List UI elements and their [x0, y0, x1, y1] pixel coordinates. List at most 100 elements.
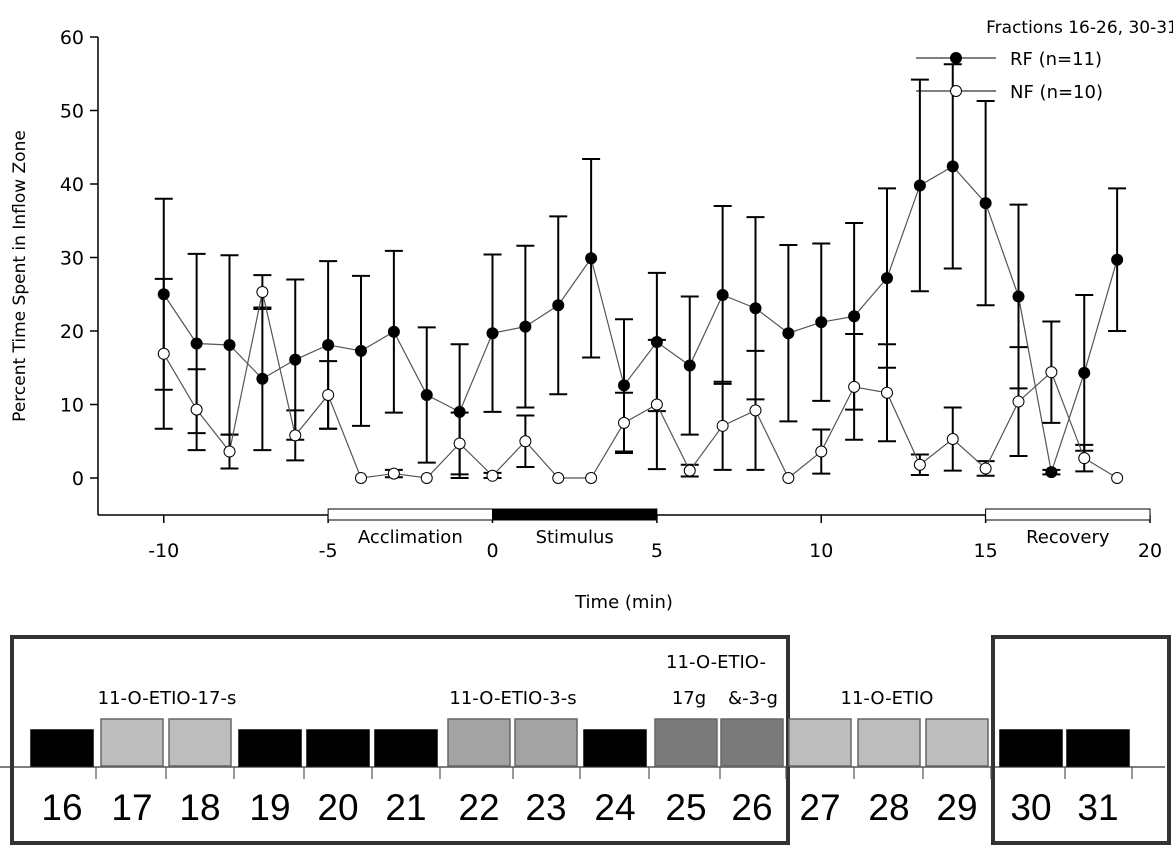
data-point: [881, 272, 893, 285]
phase-bar-stimulus: [492, 508, 658, 521]
series-rf: [154, 63, 1127, 479]
data-point: [355, 344, 367, 357]
fraction-label-etio-prefix: 11-O-ETIO-: [666, 652, 766, 673]
data-point: [552, 472, 565, 484]
fraction-number-20: 20: [317, 787, 358, 828]
phase-label-acclimation: Acclimation: [358, 527, 463, 548]
fraction-diagram: 16 17 18 19 20 21 22 23 24 25 26 27 28 29 30 31 11-O-ET…: [0, 635, 1171, 845]
data-point: [1012, 395, 1025, 408]
x-tick-label: 0: [486, 540, 498, 562]
data-point: [618, 379, 630, 392]
series-nf: [154, 274, 1124, 484]
data-point: [946, 433, 959, 446]
data-point: [190, 337, 203, 350]
data-point: [190, 403, 203, 416]
fraction-number-29: 29: [936, 787, 977, 828]
x-tick-label: 20: [1138, 540, 1162, 562]
fraction-cell-24: [583, 729, 647, 767]
data-point: [1045, 466, 1058, 479]
data-point: [618, 416, 630, 429]
data-point: [322, 338, 335, 351]
legend: Fractions 16-26, 30-31 RF (n=11) NF (n=1…: [916, 18, 1173, 103]
fraction-cell-20: [306, 729, 370, 767]
line-chart: 0 10 20 30 40 50 60 -10 -5 0 5 10 15 20 Percent Time…: [10, 18, 1173, 613]
y-ticks: 0 10 20 30 40 50 60: [60, 27, 98, 490]
fraction-label-3g: &-3-g: [728, 688, 778, 709]
legend-title: Fractions 16-26, 30-31: [986, 18, 1173, 38]
fraction-cell-23: [514, 718, 578, 767]
data-point: [387, 325, 400, 338]
data-point: [552, 299, 565, 312]
series-layer: [154, 63, 1127, 484]
data-point: [585, 472, 598, 484]
data-point: [1078, 366, 1091, 379]
data-point: [223, 338, 236, 351]
data-point: [322, 388, 335, 401]
data-point: [815, 316, 828, 329]
fraction-cell-17: [100, 718, 164, 767]
fraction-cell-22: [447, 718, 511, 767]
fraction-cell-19: [238, 729, 302, 767]
fraction-cell-27: [788, 718, 852, 767]
data-point: [848, 310, 861, 323]
x-ticks: -10 -5 0 5 10 15 20: [148, 515, 1162, 562]
data-point: [289, 429, 302, 442]
phase-bars: Acclimation Stimulus Recovery: [327, 508, 1151, 548]
y-tick-label: 10: [60, 395, 84, 417]
data-point: [453, 437, 466, 450]
y-tick-label: 20: [60, 321, 84, 343]
fraction-number-22: 22: [458, 787, 499, 828]
y-tick-label: 0: [72, 468, 84, 490]
data-point: [913, 179, 926, 192]
fraction-group-box-16-26: [10, 635, 790, 845]
x-tick-label: 5: [651, 540, 663, 562]
fraction-number-18: 18: [179, 787, 220, 828]
data-point: [256, 372, 269, 385]
data-point: [749, 404, 762, 417]
data-point: [815, 445, 828, 458]
data-point: [585, 252, 598, 265]
fraction-number-30: 30: [1010, 787, 1051, 828]
fraction-label-etio: 11-O-ETIO: [841, 688, 934, 709]
data-point: [486, 327, 499, 340]
data-point: [157, 347, 170, 360]
y-axis-label: Percent Time Spent in Inflow Zone: [10, 130, 30, 422]
fraction-number-28: 28: [868, 787, 909, 828]
data-point: [519, 320, 532, 333]
legend-rf-marker: [950, 52, 962, 64]
data-point: [913, 458, 926, 471]
fraction-cell-30: [999, 729, 1063, 767]
data-point: [782, 472, 795, 484]
phase-label-stimulus: Stimulus: [536, 527, 614, 548]
y-tick-label: 40: [60, 174, 84, 196]
data-point: [519, 435, 532, 448]
data-point: [716, 419, 729, 432]
fraction-number-21: 21: [385, 787, 426, 828]
fraction-number-23: 23: [525, 787, 566, 828]
data-point: [848, 380, 861, 393]
fraction-number-25: 25: [665, 787, 706, 828]
fraction-cell-16: [30, 729, 94, 767]
data-point: [1012, 290, 1025, 303]
fraction-number-24: 24: [594, 787, 635, 828]
data-point: [420, 388, 433, 401]
data-point: [486, 469, 499, 482]
legend-rf-label: RF (n=11): [1010, 49, 1102, 70]
fraction-cell-25: [654, 718, 718, 767]
data-point: [683, 359, 696, 372]
fraction-cell-31: [1066, 729, 1130, 767]
data-point: [716, 288, 729, 301]
y-tick-label: 50: [60, 101, 84, 123]
data-point: [256, 286, 269, 299]
fraction-group-box-30-31: [991, 635, 1171, 845]
data-point: [782, 327, 795, 340]
data-point: [289, 353, 302, 366]
fraction-cell-29: [925, 718, 989, 767]
data-point: [650, 398, 663, 411]
phase-label-recovery: Recovery: [1026, 527, 1110, 548]
series-line: [163, 165, 1118, 473]
x-tick-label: -10: [148, 540, 179, 562]
y-tick-label: 30: [60, 248, 84, 270]
legend-nf-label: NF (n=10): [1010, 82, 1103, 103]
data-point: [420, 472, 433, 484]
